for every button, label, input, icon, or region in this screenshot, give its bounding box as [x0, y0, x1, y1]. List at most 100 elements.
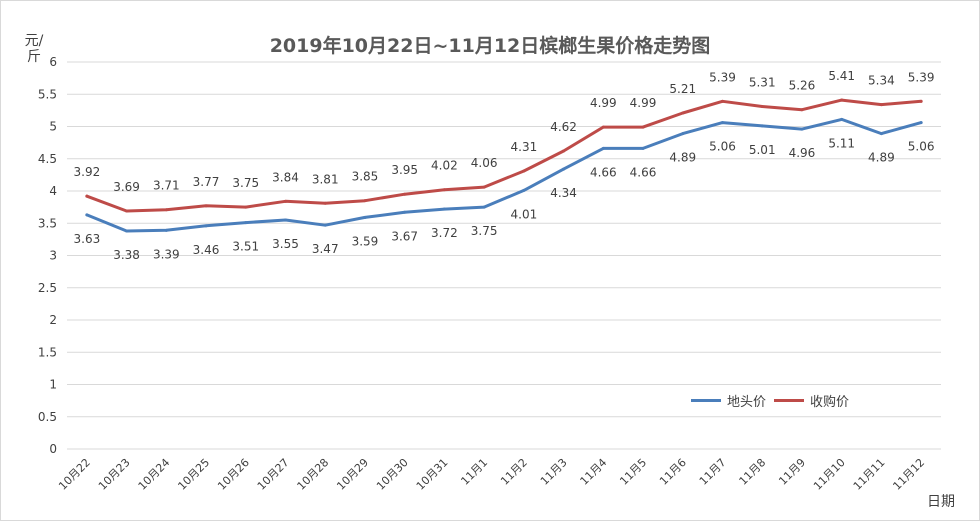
- data-label: 3.67: [391, 229, 418, 243]
- x-tick-label: 10月27: [255, 456, 292, 493]
- chart-title: 2019年10月22日~11月12日槟榔生果价格走势图: [269, 35, 711, 57]
- data-label: 3.63: [74, 232, 101, 246]
- data-point: [681, 111, 685, 115]
- y-tick-label: 0.5: [38, 410, 57, 424]
- y-tick-label: 0: [49, 442, 57, 456]
- x-tick-label: 10月24: [136, 456, 173, 493]
- data-point: [363, 199, 367, 203]
- data-point: [562, 149, 566, 153]
- data-label: 5.41: [828, 69, 855, 83]
- legend-label-series-1: 收购价: [810, 395, 850, 410]
- data-label: 3.75: [232, 176, 259, 190]
- x-tick-label: 10月30: [374, 456, 411, 493]
- y-tick-label: 3.5: [38, 216, 57, 230]
- series-line-0: [85, 117, 923, 233]
- x-tick-label: 11月12: [890, 456, 927, 493]
- x-tick-label: 10月23: [96, 456, 133, 493]
- data-label: 3.77: [193, 175, 220, 189]
- x-tick-label: 11月11: [851, 456, 888, 493]
- y-tick-label: 6: [49, 55, 57, 69]
- data-label: 3.85: [352, 170, 379, 184]
- data-point: [442, 207, 446, 211]
- data-label: 5.06: [709, 140, 736, 154]
- x-tick-label: 10月28: [295, 456, 332, 493]
- data-label: 3.95: [391, 163, 418, 177]
- data-point: [721, 99, 724, 103]
- data-label: 5.39: [908, 70, 935, 84]
- data-point: [284, 218, 287, 222]
- data-label: 5.06: [908, 140, 935, 154]
- legend-item-series-0: 地头价: [691, 391, 766, 410]
- data-point: [125, 229, 129, 233]
- data-label: 3.59: [352, 234, 379, 248]
- x-tick-label: 11月2: [498, 456, 530, 488]
- data-label: 3.75: [471, 224, 498, 238]
- x-tick-label: 10月22: [56, 456, 93, 493]
- data-point: [800, 108, 804, 112]
- data-label: 3.46: [193, 243, 220, 257]
- data-point: [85, 213, 89, 217]
- legend-swatch-series-0: [691, 399, 721, 402]
- data-point: [85, 194, 89, 198]
- data-label: 5.39: [709, 70, 736, 84]
- data-label: 5.31: [749, 76, 776, 90]
- data-point: [800, 127, 804, 131]
- data-label: 4.66: [590, 165, 617, 179]
- x-tick-label: 11月4: [578, 456, 610, 488]
- y-tick-label: 5: [49, 120, 57, 134]
- data-point: [601, 125, 605, 129]
- legend: 地头价 收购价: [691, 391, 849, 410]
- data-point: [164, 228, 168, 232]
- data-label: 3.84: [272, 170, 299, 184]
- data-point: [601, 146, 605, 150]
- data-label: 3.55: [272, 237, 299, 251]
- y-tick-label: 5.5: [38, 87, 57, 101]
- data-point: [125, 209, 129, 213]
- x-tick-label: 10月26: [215, 456, 252, 493]
- x-tick-label: 11月8: [737, 456, 769, 488]
- data-point: [204, 224, 208, 228]
- data-point: [879, 132, 883, 136]
- x-tick-label: 11月7: [697, 456, 729, 488]
- x-tick-label: 11月9: [776, 456, 808, 488]
- y-tick-label: 4.5: [38, 152, 57, 166]
- data-label: 3.47: [312, 242, 339, 256]
- data-label: 3.71: [153, 179, 180, 193]
- y-tick-label: 2.5: [38, 281, 57, 295]
- data-point: [879, 103, 883, 107]
- data-label: 4.89: [669, 151, 696, 165]
- data-label: 4.89: [868, 151, 895, 165]
- y-axis-label: 元/斤: [24, 33, 44, 65]
- data-label: 5.11: [828, 136, 855, 150]
- data-point: [363, 215, 367, 219]
- data-label: 4.99: [630, 96, 657, 110]
- data-point: [721, 121, 724, 125]
- data-point: [482, 205, 486, 209]
- legend-swatch-series-1: [774, 399, 805, 402]
- data-label: 4.96: [789, 146, 816, 160]
- data-label: 4.02: [431, 159, 458, 173]
- data-point: [562, 167, 566, 171]
- data-label: 5.21: [669, 82, 696, 96]
- data-point: [760, 124, 764, 128]
- series-line-1: [85, 98, 923, 213]
- data-point: [323, 201, 327, 205]
- data-label: 4.31: [511, 140, 538, 154]
- data-point: [840, 117, 844, 121]
- data-point: [641, 125, 645, 129]
- data-label: 3.38: [113, 248, 140, 262]
- data-point: [164, 208, 168, 212]
- data-label: 3.92: [74, 165, 101, 179]
- data-point: [204, 204, 208, 208]
- data-point: [919, 121, 923, 125]
- data-point: [522, 169, 526, 173]
- data-label: 5.34: [868, 74, 895, 88]
- x-tick-label: 11月1: [458, 456, 490, 488]
- data-label: 3.69: [113, 180, 140, 194]
- data-label: 4.62: [550, 120, 577, 134]
- data-label: 4.99: [590, 96, 617, 110]
- data-point: [284, 199, 287, 203]
- x-tick-label: 11月6: [657, 456, 689, 488]
